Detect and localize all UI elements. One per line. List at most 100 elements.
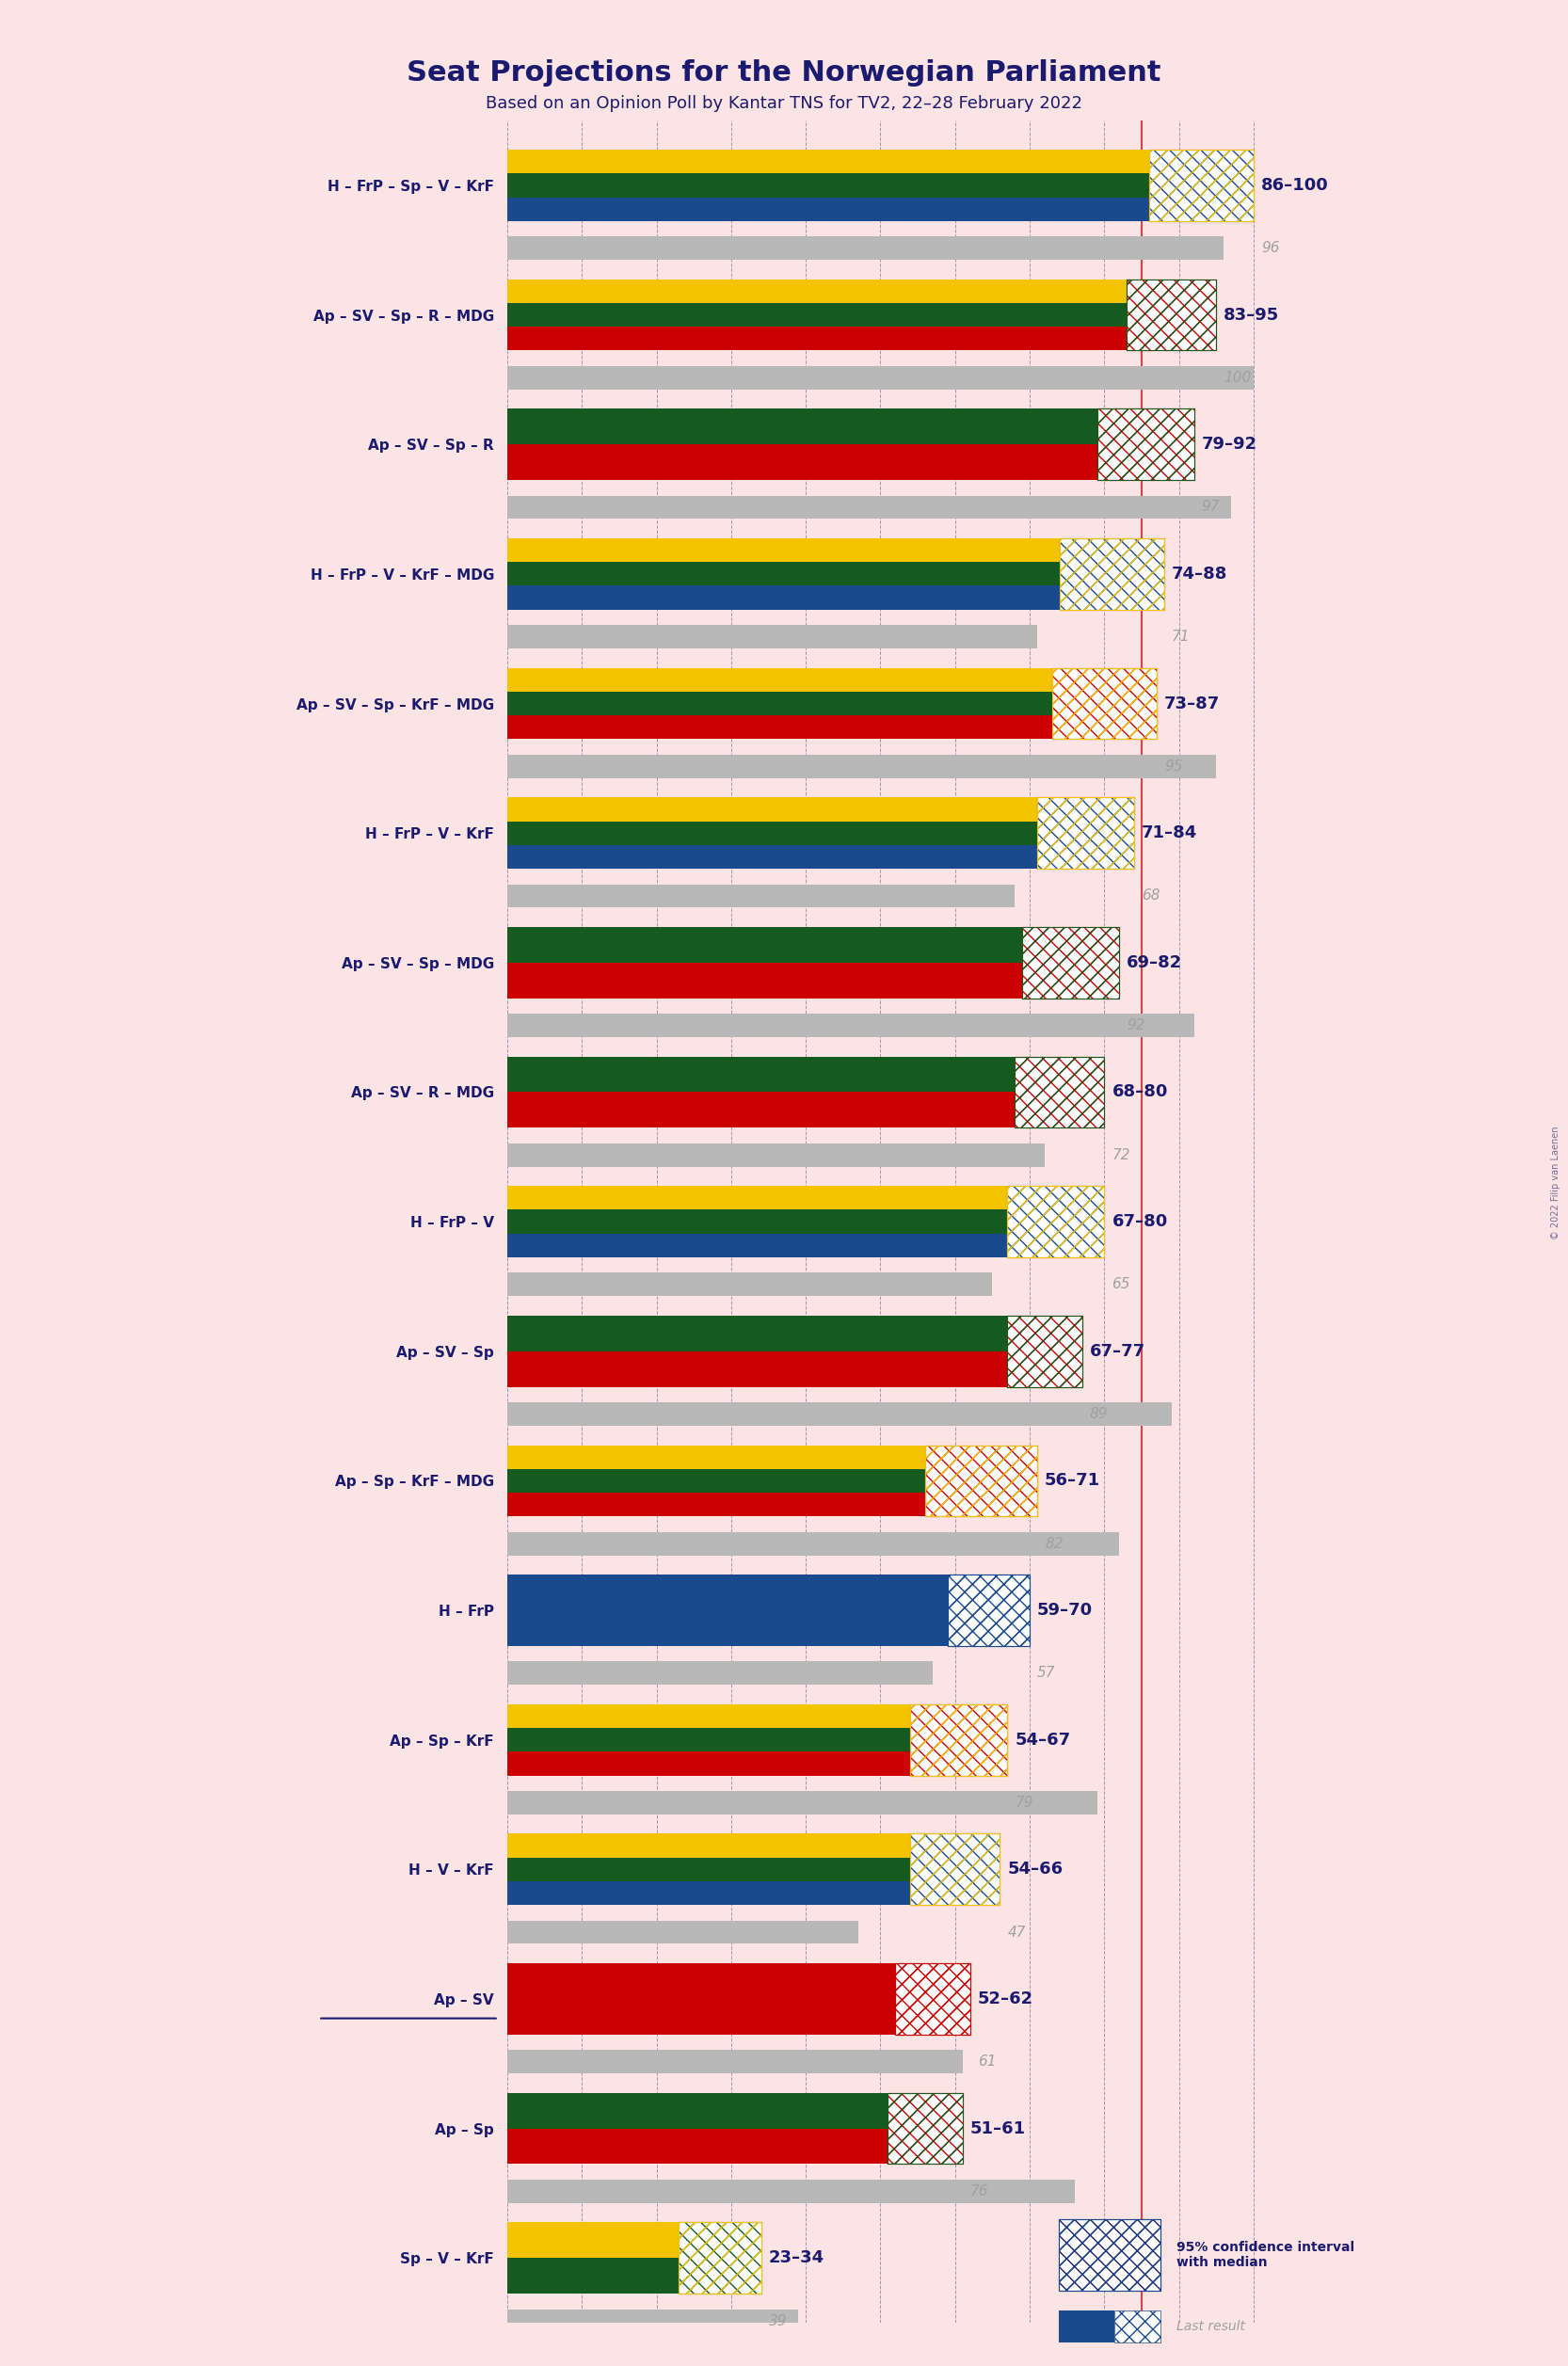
Bar — [1149, 149, 1254, 220]
Text: 89: 89 — [1090, 1408, 1109, 1422]
Bar — [679, 2222, 760, 2293]
Bar — [506, 237, 1225, 260]
Text: 65: 65 — [1112, 1278, 1131, 1292]
Bar — [506, 2094, 887, 2129]
Bar — [506, 327, 1127, 350]
Bar — [506, 1834, 911, 1857]
Bar — [1060, 539, 1163, 610]
Bar — [1052, 667, 1157, 738]
Bar — [506, 563, 1060, 587]
Bar — [1127, 279, 1217, 350]
Text: 67–77: 67–77 — [1090, 1344, 1145, 1360]
Bar — [1060, 539, 1163, 610]
Bar — [506, 2179, 1074, 2203]
Bar — [1014, 1058, 1104, 1129]
Bar — [506, 196, 1149, 220]
Bar — [506, 1093, 1014, 1129]
Text: 59–70: 59–70 — [1038, 1602, 1093, 1618]
Text: 23–34: 23–34 — [768, 2250, 825, 2267]
Bar — [947, 1576, 1030, 1647]
Bar — [1007, 1185, 1104, 1256]
Text: 57: 57 — [1038, 1666, 1055, 1680]
Bar — [506, 1315, 1007, 1351]
Bar — [895, 1964, 971, 2035]
Text: 68–80: 68–80 — [1112, 1084, 1168, 1100]
Text: 73–87: 73–87 — [1163, 696, 1220, 712]
Bar — [1060, 539, 1163, 610]
Bar — [895, 1964, 971, 2035]
Bar — [506, 1446, 925, 1469]
Text: 51–61: 51–61 — [971, 2120, 1025, 2136]
Bar — [679, 2222, 760, 2293]
Bar — [1098, 409, 1193, 480]
Bar — [506, 1531, 1120, 1554]
Bar — [506, 1209, 1007, 1233]
Text: 92: 92 — [1127, 1017, 1145, 1032]
Bar — [506, 797, 1038, 821]
Bar — [506, 1403, 1171, 1427]
Bar — [506, 539, 1060, 563]
Bar — [506, 691, 1052, 715]
Text: 97: 97 — [1201, 499, 1220, 513]
Bar — [506, 2049, 963, 2073]
Bar — [895, 1964, 971, 2035]
Bar — [1007, 1315, 1082, 1386]
Bar — [506, 1921, 858, 1945]
Bar — [506, 845, 1038, 868]
Text: 69–82: 69–82 — [1127, 953, 1182, 970]
Text: 47: 47 — [1007, 1926, 1025, 1940]
Bar — [1007, 1315, 1082, 1386]
Bar — [506, 1791, 1098, 1815]
Bar — [1052, 667, 1157, 738]
Text: 95% confidence interval
with median: 95% confidence interval with median — [1176, 2241, 1355, 2269]
Bar — [1149, 149, 1254, 220]
Bar — [506, 494, 1231, 518]
Bar — [506, 667, 1052, 691]
Bar — [1098, 409, 1193, 480]
Bar — [925, 1446, 1038, 1517]
Bar — [1007, 1315, 1082, 1386]
Text: 54–67: 54–67 — [1014, 1732, 1071, 1748]
Bar — [506, 1233, 1007, 1256]
Text: Seat Projections for the Norwegian Parliament: Seat Projections for the Norwegian Parli… — [406, 59, 1162, 88]
Bar — [1014, 1058, 1104, 1129]
Bar — [506, 1661, 933, 1685]
Text: 79: 79 — [1014, 1796, 1033, 1810]
Text: 71: 71 — [1171, 629, 1190, 644]
Bar — [1014, 1058, 1104, 1129]
Bar — [506, 2309, 798, 2333]
Bar — [506, 173, 1149, 196]
Bar — [506, 367, 1254, 390]
Text: 95: 95 — [1163, 759, 1182, 774]
Text: 56–71: 56–71 — [1044, 1472, 1101, 1488]
Bar — [1022, 927, 1120, 998]
Bar — [506, 279, 1127, 303]
Text: 74–88: 74–88 — [1171, 565, 1228, 582]
Bar — [1038, 797, 1134, 868]
Text: © 2022 Filip van Laenen: © 2022 Filip van Laenen — [1551, 1126, 1560, 1240]
Bar — [1149, 149, 1254, 220]
Bar — [1127, 279, 1217, 350]
Bar — [911, 1704, 1007, 1774]
Bar — [1052, 667, 1157, 738]
Bar — [911, 1704, 1007, 1774]
Bar — [506, 149, 1149, 173]
Bar — [506, 625, 1038, 648]
Bar — [506, 755, 1217, 778]
Bar — [506, 409, 1098, 445]
Bar — [506, 1185, 1007, 1209]
Bar — [911, 1834, 1000, 1905]
Text: 72: 72 — [1112, 1148, 1131, 1162]
Text: 83–95: 83–95 — [1225, 308, 1279, 324]
Bar — [506, 1351, 1007, 1386]
Bar — [506, 1964, 895, 2035]
Bar — [506, 303, 1127, 327]
Text: 54–66: 54–66 — [1007, 1862, 1063, 1879]
Bar — [506, 821, 1038, 845]
Text: 71–84: 71–84 — [1142, 826, 1198, 842]
Bar — [506, 445, 1098, 480]
Bar — [1038, 797, 1134, 868]
Bar — [506, 587, 1060, 610]
Bar — [1098, 409, 1193, 480]
Bar — [1127, 279, 1217, 350]
